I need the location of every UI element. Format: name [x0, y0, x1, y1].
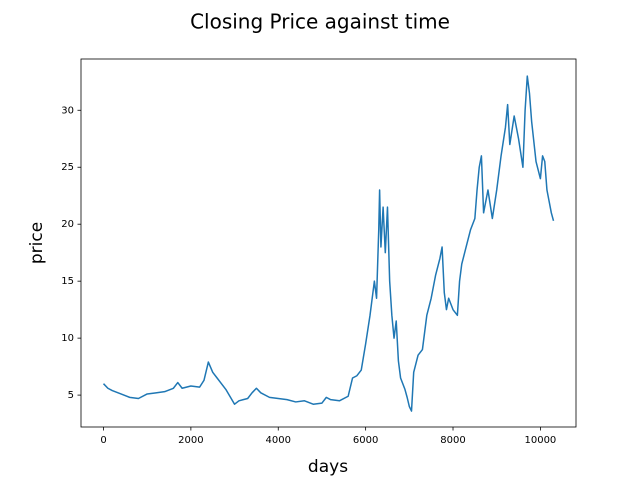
y-tick-label: 15 — [61, 276, 74, 287]
y-axis-label: price — [27, 222, 47, 264]
x-tick-label: 0 — [100, 435, 106, 446]
y-tick-label: 30 — [61, 105, 74, 116]
x-axis-label: days — [308, 457, 348, 477]
x-tick-label: 6000 — [353, 435, 378, 446]
x-tick-label: 8000 — [440, 435, 465, 446]
line-series — [102, 75, 555, 412]
chart-title: Closing Price against time — [190, 10, 450, 34]
x-tick-label: 10000 — [524, 435, 556, 446]
y-tick-label: 5 — [68, 390, 74, 401]
plot-frame — [80, 58, 577, 428]
y-tick-label: 20 — [61, 219, 74, 230]
x-tick-label: 4000 — [266, 435, 291, 446]
x-tick-label: 2000 — [178, 435, 203, 446]
y-tick-label: 10 — [61, 333, 74, 344]
y-tick-label: 25 — [61, 162, 74, 173]
